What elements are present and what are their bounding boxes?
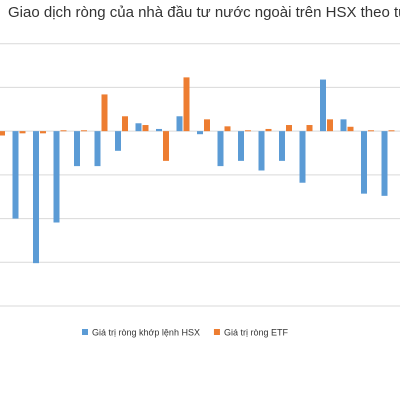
- bar: [0, 131, 5, 136]
- bar: [245, 130, 251, 132]
- bar: [81, 130, 87, 132]
- bar: [101, 94, 108, 132]
- bar: [12, 131, 19, 219]
- bar: [217, 131, 224, 167]
- bar: [388, 130, 395, 132]
- chart-title: Giao dịch ròng của nhà đầu tư nước ngoài…: [8, 4, 400, 21]
- bar: [74, 131, 80, 167]
- bar: [361, 131, 367, 194]
- bar: [115, 131, 121, 151]
- bar: [183, 77, 190, 132]
- bar: [238, 131, 244, 161]
- bar: [368, 130, 374, 132]
- bar: [60, 130, 67, 132]
- bar: [265, 128, 272, 132]
- bar: [94, 131, 101, 167]
- legend-label: Giá trị ròng khớp lệnh HSX: [92, 327, 200, 337]
- bar: [33, 131, 39, 264]
- bar: [176, 116, 183, 132]
- bar: [299, 131, 306, 183]
- bar: [224, 126, 231, 132]
- bar: [347, 126, 354, 132]
- legend-label: Giá trị ròng ETF: [224, 327, 289, 337]
- bar: [197, 131, 203, 135]
- legend-swatch: [213, 329, 220, 335]
- bar: [320, 79, 326, 132]
- bar: [40, 131, 46, 134]
- bar: [381, 131, 388, 196]
- bar: [19, 131, 26, 134]
- bar: [327, 119, 333, 132]
- legend-swatch: [82, 329, 88, 335]
- bar: [135, 123, 142, 132]
- bar: [306, 125, 313, 132]
- bar: [286, 125, 292, 132]
- bar: [53, 131, 60, 223]
- bar: [142, 125, 149, 132]
- bar: [340, 119, 347, 132]
- bar: [156, 128, 162, 132]
- bar: [258, 131, 265, 171]
- bar: [163, 131, 169, 161]
- bar: [122, 116, 128, 132]
- bar: [279, 131, 285, 161]
- bar: [204, 119, 210, 132]
